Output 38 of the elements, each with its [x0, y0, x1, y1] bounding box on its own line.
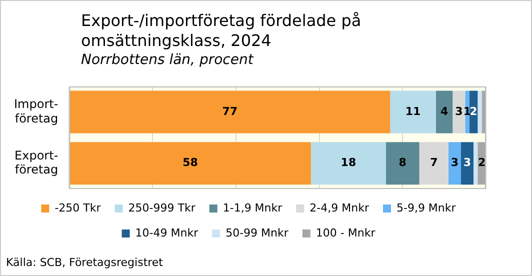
data-label: 2 [470, 104, 478, 118]
legend-label: 2-4,9 Mnkr [310, 201, 370, 214]
data-label: 2 [478, 156, 486, 170]
bar [465, 90, 470, 134]
bar [436, 90, 453, 134]
bar [390, 90, 436, 134]
bar [448, 142, 461, 185]
legend-label: 250-999 Tkr [128, 201, 196, 214]
chart-subtitle: Norrbottens län, procent [81, 52, 254, 68]
legend-label: 5-9,9 Mnkr [396, 201, 456, 214]
bar [452, 90, 466, 134]
bar [473, 142, 478, 185]
legend-label: 100 - Mnkr [316, 226, 376, 240]
bar [478, 90, 482, 134]
bar [419, 142, 448, 185]
legend-label: 10-49 Mnkr [135, 226, 199, 240]
data-label: 18 [340, 156, 356, 170]
text: Källa: SCB, Företagsregistret [6, 256, 163, 269]
chart-title: Export-/importföretag fördelade på omsättningsklass, 2024 [81, 11, 362, 51]
bar [70, 142, 311, 185]
y-tick-label: Export-företag [14, 148, 58, 177]
data-label: 3 [450, 156, 459, 170]
y-tick-label: Import-företag [14, 96, 58, 126]
data-label: 3 [463, 156, 472, 170]
bar [310, 142, 386, 185]
data-label: 8 [398, 156, 406, 170]
bar [386, 142, 420, 185]
data-label: 7 [430, 156, 438, 170]
data-label: 58 [182, 156, 198, 170]
legend-label: -250 Tkr [54, 201, 102, 214]
data-label: 1 [463, 104, 472, 118]
data-label: 11 [405, 104, 421, 118]
legend-label: 1-1,9 Mnkr [222, 201, 283, 214]
data-label: 4 [440, 104, 448, 118]
data-label: 77 [222, 104, 238, 118]
legend-label: 50-99 Mnkr [226, 226, 289, 240]
data-label: 3 [455, 104, 463, 118]
bar [460, 142, 474, 185]
